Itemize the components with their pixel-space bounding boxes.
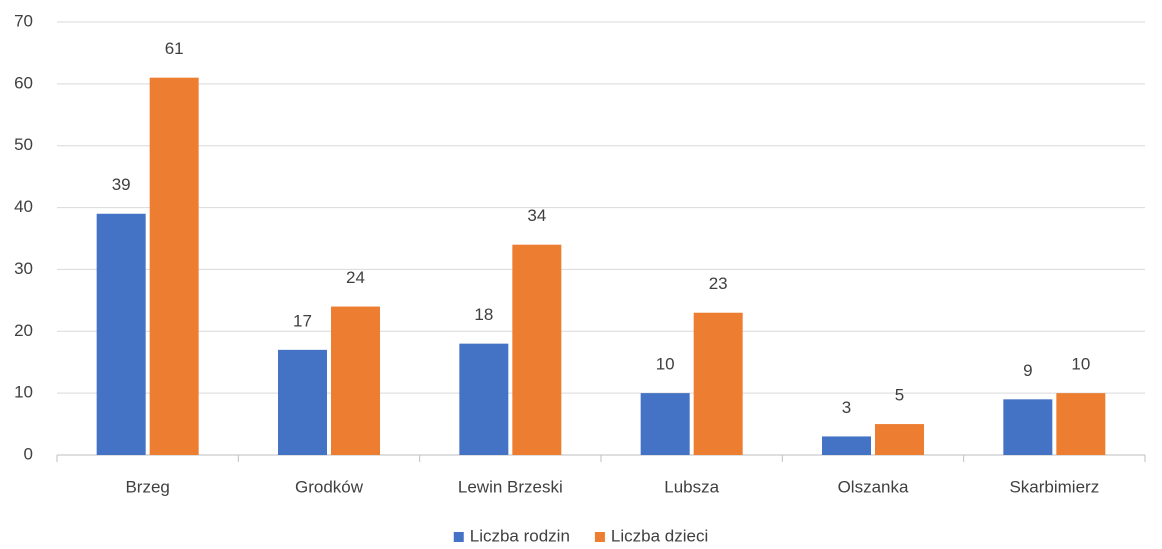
y-tick-label: 20 (14, 321, 33, 340)
y-tick-label: 10 (14, 383, 33, 402)
y-tick-label: 0 (24, 444, 33, 463)
data-label: 18 (474, 305, 493, 324)
x-tick-label: Lewin Brzeski (458, 477, 563, 496)
x-tick-label: Olszanka (838, 477, 909, 496)
y-tick-label: 60 (14, 73, 33, 92)
data-label: 10 (656, 355, 675, 374)
data-label: 34 (527, 206, 546, 225)
bar (459, 343, 509, 455)
x-tick-label: Grodków (295, 477, 364, 496)
x-tick-label: Skarbimierz (1009, 477, 1099, 496)
bar (640, 393, 690, 455)
bar (822, 436, 871, 455)
y-tick-label: 40 (14, 197, 33, 216)
data-label: 24 (346, 268, 365, 287)
data-label: 10 (1071, 355, 1090, 374)
bar (1003, 399, 1053, 455)
y-tick-label: 70 (14, 11, 33, 30)
legend-swatch (453, 532, 464, 542)
x-tick-label: Brzeg (125, 477, 169, 496)
legend-label: Liczba dzieci (611, 526, 708, 545)
x-tick-label: Lubsza (664, 477, 719, 496)
bar (96, 213, 146, 455)
y-tick-label: 50 (14, 135, 33, 154)
data-label: 39 (112, 175, 131, 194)
data-label: 5 (895, 386, 904, 405)
legend-label: Liczba rodzin (470, 526, 570, 545)
bar (149, 77, 199, 456)
data-label: 3 (842, 398, 851, 417)
data-label: 17 (293, 311, 312, 330)
legend-swatch (594, 532, 605, 542)
bar (512, 244, 562, 455)
bar (278, 349, 327, 455)
y-tick-label: 30 (14, 259, 33, 278)
bar (1056, 393, 1106, 455)
data-label: 23 (709, 274, 728, 293)
bar (875, 424, 924, 455)
data-label: 61 (165, 39, 184, 58)
bar (693, 312, 743, 455)
bar (331, 306, 380, 455)
data-label: 9 (1023, 361, 1032, 380)
